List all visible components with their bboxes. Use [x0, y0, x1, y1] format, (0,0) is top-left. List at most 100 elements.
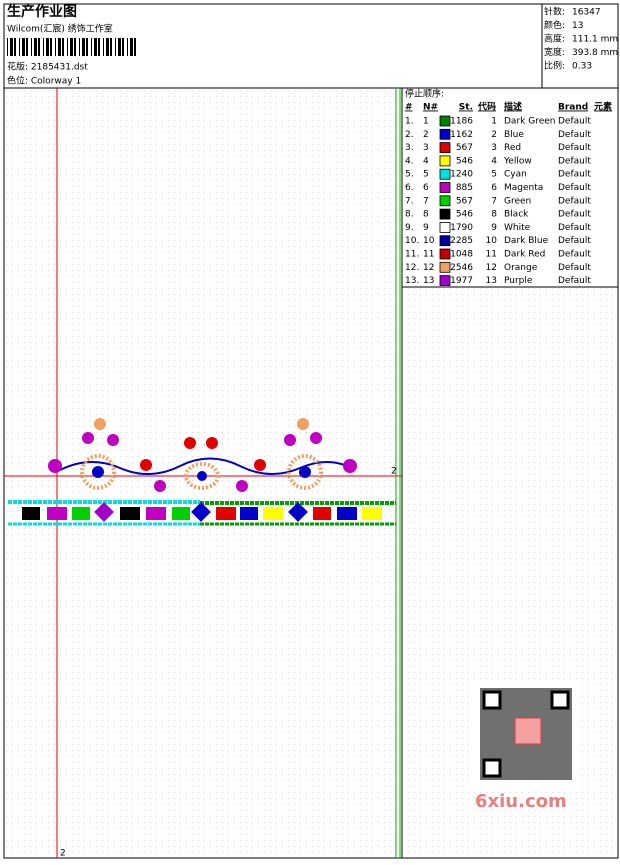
row-desc: White	[504, 223, 531, 233]
table-title: 停止顺序:	[405, 88, 444, 100]
marker: 2	[391, 467, 397, 477]
row-n: 12	[423, 263, 434, 273]
info-label: 宽度:	[544, 46, 565, 58]
row-desc: Dark Red	[504, 250, 545, 260]
row-desc: Black	[504, 210, 529, 220]
row-st: 2546	[450, 263, 473, 273]
stop-sequence-table: # N# St. 代码 描述 Brand 元素1. 1 1186 1 Dark Green Defau…	[405, 101, 612, 287]
row-n: 7	[423, 196, 429, 206]
info-value: 16347	[572, 8, 601, 18]
row-code: 2	[491, 130, 497, 140]
row-n: 5	[423, 170, 429, 180]
row-code: 10	[486, 236, 498, 246]
row-desc: Red	[504, 143, 521, 153]
row-brand: Default	[558, 196, 591, 206]
info-value: 13	[572, 21, 583, 31]
row-no: 11.	[405, 250, 419, 260]
bar	[7, 38, 8, 56]
swatch	[439, 155, 451, 167]
info-value: 0.33	[572, 62, 592, 72]
row-brand: Default	[558, 210, 591, 220]
column-header: #	[405, 103, 413, 113]
row-desc: Cyan	[504, 170, 527, 180]
row-no: 5.	[405, 170, 414, 180]
row-desc: Green	[504, 196, 531, 206]
bar	[122, 38, 124, 56]
bar	[94, 38, 97, 56]
row-desc: Yellow	[503, 156, 532, 166]
info-label: 针数:	[544, 6, 565, 18]
row-brand: Default	[558, 236, 591, 246]
row-st: 1240	[450, 170, 473, 180]
row-n: 6	[423, 183, 429, 193]
row-brand: Default	[558, 263, 591, 273]
bar	[98, 38, 100, 56]
row-no: 2.	[405, 130, 414, 140]
row-no: 7.	[405, 196, 414, 206]
bar	[74, 38, 76, 56]
row-st: 1977	[450, 276, 473, 286]
swatch	[439, 115, 451, 127]
row-n: 13	[423, 276, 434, 286]
row-desc: Dark Green	[504, 117, 555, 127]
bar	[62, 38, 64, 56]
row-code: 7	[491, 196, 497, 206]
watermark: 6xiu.com	[475, 791, 567, 812]
bar	[10, 38, 13, 56]
row-no: 10.	[405, 236, 419, 246]
row-brand: Default	[558, 183, 591, 193]
info-box: 针数: 16347 颜色: 13 高度: 111.1 mm 宽度: 393.8 mm 比例: 0.…	[544, 6, 618, 72]
row-n: 4	[423, 156, 429, 166]
swatch	[439, 182, 451, 193]
bar	[38, 38, 40, 56]
info-label: 比例:	[544, 60, 565, 72]
bar	[82, 38, 85, 56]
row-st: 1186	[450, 117, 473, 127]
row-st: 2285	[450, 236, 473, 246]
row-desc: Dark Blue	[504, 236, 549, 246]
row-desc: Blue	[504, 130, 524, 140]
row-n: 10	[423, 236, 435, 246]
swatch	[439, 235, 451, 247]
row-code: 9	[491, 223, 497, 233]
row-code: 4	[491, 156, 497, 166]
barcode	[7, 38, 136, 56]
embroidery-design	[8, 418, 396, 526]
studio: Wilcom(汇宸) 绣饰工作室	[7, 23, 113, 35]
row-st: 567	[456, 196, 473, 206]
bar	[34, 38, 37, 56]
bar	[67, 38, 68, 56]
column-header: Brand	[558, 103, 588, 113]
row-n: 1	[423, 117, 429, 127]
row-st: 567	[456, 143, 473, 153]
bar	[103, 38, 104, 56]
bar	[43, 38, 44, 56]
row-st: 546	[456, 210, 473, 220]
colorway: 色位: Colorway 1	[7, 75, 81, 87]
bar	[14, 38, 16, 56]
row-st: 1162	[450, 130, 473, 140]
bar	[50, 38, 52, 56]
bar	[130, 38, 133, 56]
row-st: 1048	[450, 250, 473, 260]
bar	[106, 38, 109, 56]
swatch	[439, 248, 451, 260]
row-n: 11	[423, 250, 434, 260]
row-no: 6.	[405, 183, 414, 193]
qr-code	[472, 680, 582, 792]
row-no: 1.	[405, 117, 414, 127]
row-no: 3.	[405, 143, 414, 153]
row-st: 1790	[450, 223, 473, 233]
row-brand: Default	[558, 250, 591, 260]
row-code: 11	[486, 250, 497, 260]
row-code: 6	[491, 183, 497, 193]
row-desc: Purple	[504, 276, 533, 286]
bar	[46, 38, 49, 56]
swatch	[439, 221, 451, 233]
row-n: 2	[423, 130, 429, 140]
row-no: 8.	[405, 210, 414, 220]
column-header: 元素	[594, 101, 612, 113]
bar	[134, 38, 136, 56]
info-label: 高度:	[544, 33, 565, 45]
